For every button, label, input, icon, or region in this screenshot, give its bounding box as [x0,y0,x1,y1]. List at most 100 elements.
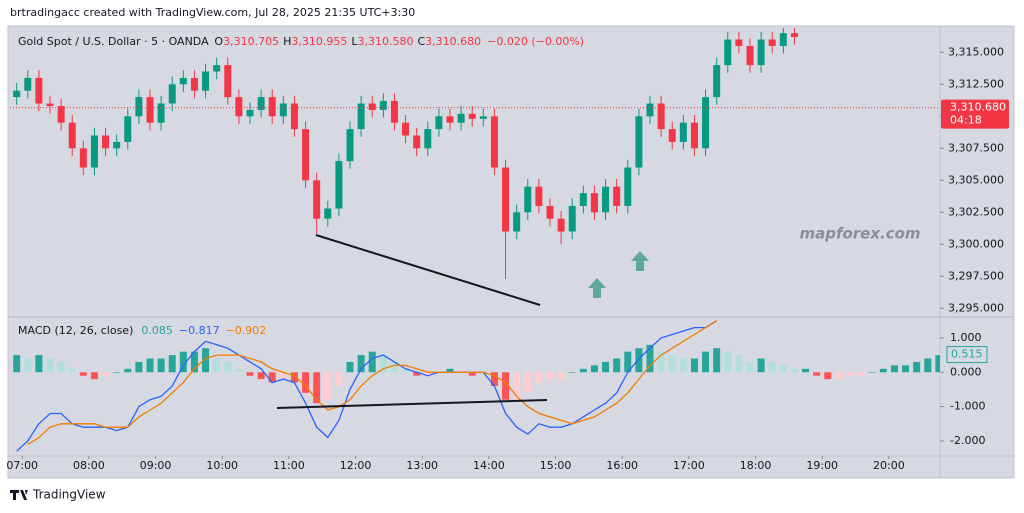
candle [257,89,265,118]
candle [68,115,76,156]
x-tick-label: 14:00 [473,459,505,472]
candle-body [113,141,121,149]
ohlc-label: O [214,35,223,48]
candle-body [446,116,454,123]
histogram-bar [646,344,654,373]
histogram-bar [935,355,940,373]
x-tick-label: 19:00 [806,459,838,472]
candle-body [324,208,332,219]
histogram-legend-value: 0.085 [141,324,173,337]
histogram-bar [613,358,621,373]
candle [168,76,176,112]
candle [202,63,210,99]
candle [246,102,254,124]
candle [146,89,154,131]
candle [579,185,587,214]
candle-body [457,113,465,123]
candle [335,153,343,217]
line-legend-value: −0.902 [226,324,267,337]
candle [379,93,387,118]
candle-body [290,103,298,130]
x-tick-label: 16:00 [606,459,638,472]
symbol-title: Gold Spot / U.S. Dollar · 5 · OANDA [18,35,209,48]
histogram-bar [557,372,565,380]
candle-body [668,129,676,142]
histogram-bar [46,358,54,373]
candle [46,95,54,114]
candle-body [90,135,98,168]
footer: TradingView [10,488,106,502]
histogram-bar [290,372,298,383]
candle-body [579,193,587,206]
candle-body [657,103,665,130]
candle [557,211,565,245]
histogram-bar [924,358,932,373]
x-tick-label: 13:00 [406,459,438,472]
candle [746,38,754,73]
y-tick-label: 3,302.500 [948,205,1004,218]
histogram-bar [446,368,454,373]
histogram-bar [257,372,265,380]
ohlc-label: C [417,35,425,48]
candle [268,89,276,124]
candle [24,70,32,99]
candle-body [124,116,132,142]
candle [324,200,332,227]
candle-body [302,129,310,181]
ohlc-value: 3,310.580 [357,35,413,48]
candle [568,198,576,240]
candle [468,106,476,127]
candle [102,127,110,156]
histogram-bar [835,372,843,380]
histogram-bar [135,361,143,373]
ohlc-label: L [351,35,358,48]
candle-body [524,186,532,213]
trend-line [276,399,548,409]
histogram-bar [190,351,198,373]
candle-body [135,97,143,117]
candle [79,140,87,176]
candle-body [635,116,643,168]
candle-body [313,180,321,219]
histogram-bar [902,365,910,373]
histogram-bar [724,351,732,373]
histogram-bar [879,368,887,373]
candle-body [224,65,232,98]
candle [713,57,721,105]
legend-title: Gold Spot / U.S. Dollar · 5 · OANDA O 3,31… [18,35,584,48]
candle [668,121,676,150]
histogram-bar [335,372,343,386]
candle [90,127,98,176]
histogram-bar [824,372,832,380]
candle-body [502,167,510,232]
last-price-tag [941,99,1009,129]
histogram-bar [379,355,387,373]
candle [279,95,287,124]
histogram-bar [846,372,854,376]
y-tick-label: 0.000 [950,365,982,378]
x-tick-label: 20:00 [873,459,905,472]
candle [390,93,398,131]
candle [13,83,21,105]
candle-body [235,97,243,117]
candle [546,198,554,227]
candle [602,179,610,220]
candle-body [402,122,410,136]
histogram-bar [368,351,376,373]
histogram-bar [735,355,743,373]
candle [224,57,232,105]
histogram-bar [590,365,598,373]
histogram-bar [713,348,721,373]
candle-body [479,116,487,119]
line-legend-value: −0.817 [179,324,220,337]
candle [235,89,243,124]
histogram-bar [424,372,432,376]
candle-body [702,97,710,149]
candle [290,95,298,137]
histogram-bar [324,372,332,400]
histogram-bar [690,358,698,373]
candle [702,89,710,156]
y-tick-label: 3,295.000 [948,301,1004,314]
histogram-bar [24,358,32,373]
candle-body [624,167,632,206]
